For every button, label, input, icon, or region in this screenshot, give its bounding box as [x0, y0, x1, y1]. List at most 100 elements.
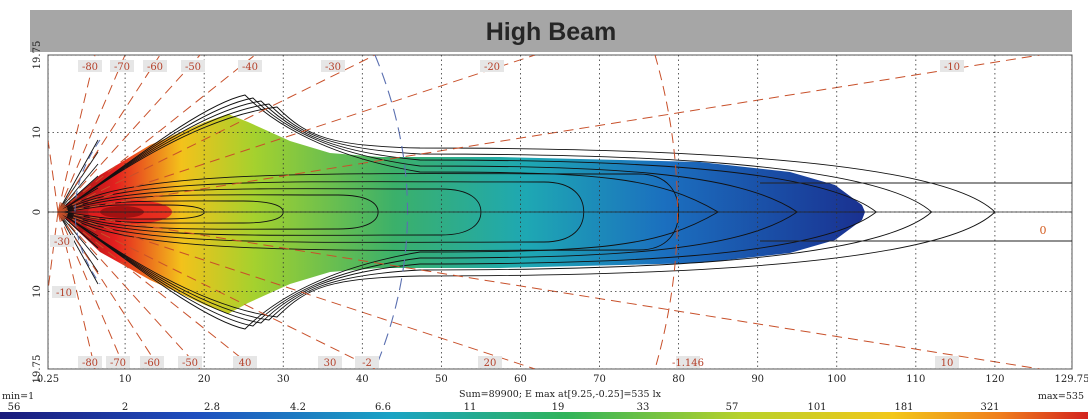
colorbar-tick-label: 57 — [726, 402, 739, 413]
label-bg — [143, 60, 167, 72]
chart-title: High Beam — [485, 18, 617, 46]
colorbar-tick-label: 56 — [8, 402, 21, 413]
angle-label-top: -10 — [944, 62, 960, 73]
angle-label-bottom: 40 — [239, 358, 252, 369]
max-label: max=535 — [1038, 391, 1084, 402]
y-tick-label: 10 — [32, 126, 43, 139]
angle-ray — [57, 211, 536, 369]
colorbar-tick-label: 11 — [464, 402, 477, 413]
label-bg — [355, 356, 379, 368]
x-tick-label: 0.25 — [37, 374, 59, 385]
angle-label-bottom: -80 — [82, 358, 98, 369]
x-tick-label: 30 — [277, 374, 290, 385]
label-bg — [940, 60, 964, 72]
angle-ray — [57, 55, 1041, 213]
label-bg — [233, 356, 257, 368]
angle-label-bottom: -50 — [182, 358, 198, 369]
label-bg — [321, 60, 345, 72]
x-tick-label: 20 — [198, 374, 211, 385]
colorbar-tick-label: 33 — [637, 402, 650, 413]
min-label: min=1 — [2, 391, 34, 402]
x-tick-label: 40 — [356, 374, 369, 385]
angle-label-top: -70 — [114, 62, 130, 73]
isolux-contour — [57, 175, 99, 213]
x-tick-label: 60 — [514, 374, 527, 385]
label-bg — [238, 60, 262, 72]
label-bg — [110, 60, 134, 72]
angle-ray — [48, 211, 59, 291]
label-bg — [480, 60, 504, 72]
colorbar-tick-label: 4.2 — [290, 402, 306, 413]
y-tick-label: 0 — [32, 209, 43, 215]
angle-ray — [57, 55, 536, 213]
angle-label-bottom: 10 — [941, 358, 954, 369]
label-bg — [78, 356, 102, 368]
label-bg — [106, 356, 130, 368]
angle-ray — [57, 55, 201, 213]
colorbar-tick-label: 321 — [980, 402, 999, 413]
color-scale-bar — [0, 412, 1088, 419]
angle-label-bottom: -70 — [110, 358, 126, 369]
angle-ray — [48, 139, 59, 213]
x-tick-label: 50 — [435, 374, 448, 385]
angle-label-top: -40 — [242, 62, 258, 73]
angle-ray — [57, 211, 1041, 369]
angle-arc — [654, 55, 678, 369]
label-bg — [78, 60, 102, 72]
x-tick-label: 80 — [672, 374, 685, 385]
colorbar-tick-label: 6.6 — [375, 402, 391, 413]
label-bg — [676, 356, 700, 368]
y-tick-label: 19.75 — [32, 41, 43, 70]
y-tick-label: 19.75 — [32, 355, 43, 384]
angle-label-left: -30 — [54, 237, 70, 248]
label-bg — [140, 356, 164, 368]
isolux-contour — [57, 163, 99, 213]
summary-label: Sum=89900; E max at[9.25,-0.25]=535 lx — [459, 389, 662, 400]
angle-label-bottom: -60 — [144, 358, 160, 369]
angle-label-top: -20 — [484, 62, 500, 73]
colorbar-tick-label: 101 — [807, 402, 826, 413]
isolux-contour — [57, 187, 99, 213]
isolux-contour — [57, 139, 99, 213]
label-bg — [50, 235, 74, 247]
colorbar-tick-label: 2 — [122, 402, 128, 413]
label-bg — [935, 356, 959, 368]
label-bg — [52, 286, 76, 298]
angle-ray — [57, 55, 256, 213]
angle-label-bottom: -2 — [362, 358, 372, 369]
angle-ray — [57, 55, 96, 213]
title-bar: High Beam — [30, 10, 1072, 52]
grid-lines — [48, 55, 1072, 369]
isolux-contour — [57, 211, 99, 249]
label-bg — [181, 60, 205, 72]
label-bg — [478, 356, 502, 368]
angle-ray — [57, 211, 126, 369]
angle-label-left: -10 — [56, 288, 72, 299]
angle-label-bottom: 20 — [484, 358, 497, 369]
colorbar-tick-label: 19 — [552, 402, 565, 413]
angle-label-top: -30 — [325, 62, 341, 73]
angle-ray — [57, 211, 96, 369]
angle-label-top: -80 — [82, 62, 98, 73]
angle-ray — [57, 211, 201, 369]
angle-ray — [57, 211, 376, 369]
axis-labels: 0.25 10 20 30 40 50 60 70 80 90 100 110 120 129.7519.… — [2, 41, 1088, 413]
angle-label-bottom: -1.146 — [672, 358, 704, 369]
label-bg — [178, 356, 202, 368]
isolux-contour — [57, 211, 99, 237]
x-tick-label: 120 — [985, 374, 1004, 385]
x-tick-label: 10 — [119, 374, 132, 385]
x-tick-label: 110 — [906, 374, 925, 385]
colorbar-tick-label: 2.8 — [204, 402, 220, 413]
colorbar-tick-label: 181 — [894, 402, 913, 413]
angle-ray — [57, 55, 376, 213]
x-tick-label: 70 — [593, 374, 606, 385]
beam-illuminance-area — [58, 114, 865, 314]
x-tick-label: 90 — [751, 374, 764, 385]
angle-label-bottom: 30 — [324, 358, 337, 369]
angle-label-top: -50 — [185, 62, 201, 73]
angle-label-right: 0 — [1040, 224, 1047, 237]
x-tick-label: 100 — [827, 374, 846, 385]
angle-label-top: -60 — [147, 62, 163, 73]
x-tick-label: 129.75 — [1055, 374, 1088, 385]
